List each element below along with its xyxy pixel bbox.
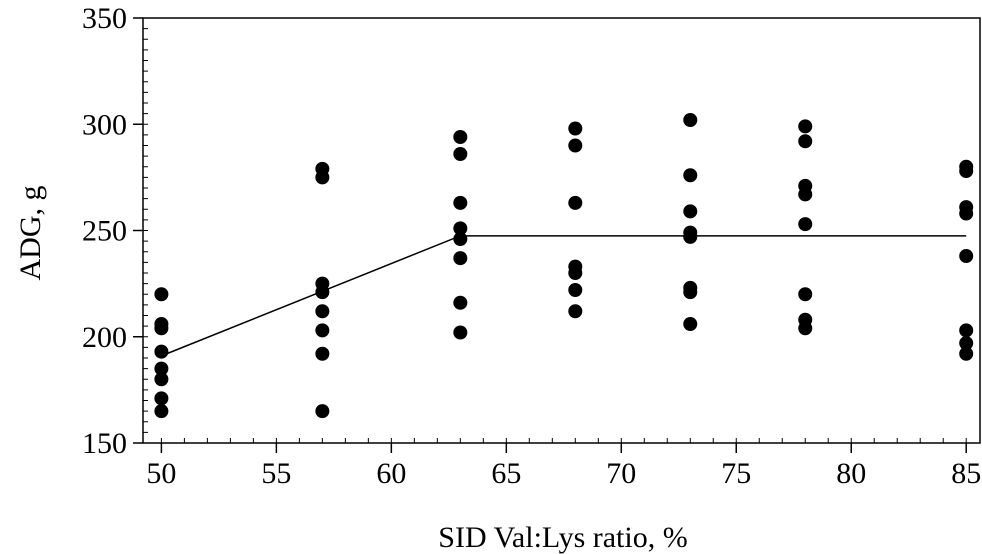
data-point — [453, 295, 468, 310]
data-point — [154, 391, 169, 406]
data-point — [959, 249, 974, 263]
data-point — [453, 221, 468, 236]
data-point — [568, 283, 583, 297]
data-point — [568, 121, 583, 136]
data-point — [798, 187, 813, 202]
data-point — [154, 344, 169, 359]
x-tick-label: 80 — [836, 457, 866, 490]
data-point — [959, 323, 974, 338]
data-point — [315, 346, 330, 361]
y-tick-label: 300 — [82, 108, 127, 141]
x-tick-label: 75 — [721, 457, 751, 490]
data-point — [798, 119, 813, 134]
x-axis-title: SID Val:Lys ratio, % — [438, 521, 687, 554]
data-point — [154, 361, 169, 376]
x-tick-label: 55 — [261, 457, 291, 490]
data-point — [453, 195, 468, 210]
data-point — [568, 138, 583, 153]
data-point — [683, 204, 698, 219]
data-point — [315, 170, 330, 185]
data-point — [453, 147, 468, 161]
data-point — [154, 321, 169, 336]
y-tick-label: 350 — [82, 2, 127, 35]
data-points — [154, 113, 974, 419]
data-point — [959, 164, 974, 178]
x-tick-label: 50 — [146, 457, 176, 490]
major-ticks — [133, 17, 967, 453]
minor-ticks — [143, 17, 967, 444]
data-point — [683, 168, 698, 183]
data-point — [683, 317, 698, 331]
data-point — [315, 404, 330, 419]
data-point — [453, 251, 468, 266]
data-point — [959, 206, 974, 221]
tick-labels: 50 55 60 65 70 75 80 85 150 200 250 300 350 — [82, 2, 981, 490]
data-point — [453, 325, 468, 340]
data-point — [154, 287, 169, 302]
x-tick-label: 60 — [376, 457, 406, 490]
y-tick-label: 250 — [82, 215, 127, 248]
data-point — [798, 134, 813, 149]
data-point — [683, 113, 698, 127]
data-point — [568, 266, 583, 280]
data-point — [315, 304, 330, 319]
x-tick-label: 85 — [951, 457, 981, 490]
data-point — [959, 346, 974, 361]
data-point — [453, 232, 468, 246]
data-point — [154, 372, 169, 387]
x-tick-label: 65 — [491, 457, 521, 490]
data-point — [798, 321, 813, 336]
data-point — [959, 336, 974, 351]
y-tick-label: 150 — [82, 427, 127, 460]
data-point — [798, 217, 813, 232]
x-tick-label: 70 — [606, 457, 636, 490]
y-tick-label: 200 — [82, 321, 127, 354]
data-point — [315, 285, 330, 300]
fit-line — [161, 235, 967, 357]
data-point — [798, 287, 813, 302]
data-point — [453, 130, 468, 144]
plot-frame — [142, 17, 981, 444]
data-point — [568, 304, 583, 319]
data-point — [315, 323, 330, 338]
data-point — [568, 195, 583, 210]
data-point — [683, 285, 698, 300]
data-point — [154, 404, 169, 419]
data-point — [683, 229, 698, 244]
y-axis-title: ADG, g — [14, 186, 47, 281]
